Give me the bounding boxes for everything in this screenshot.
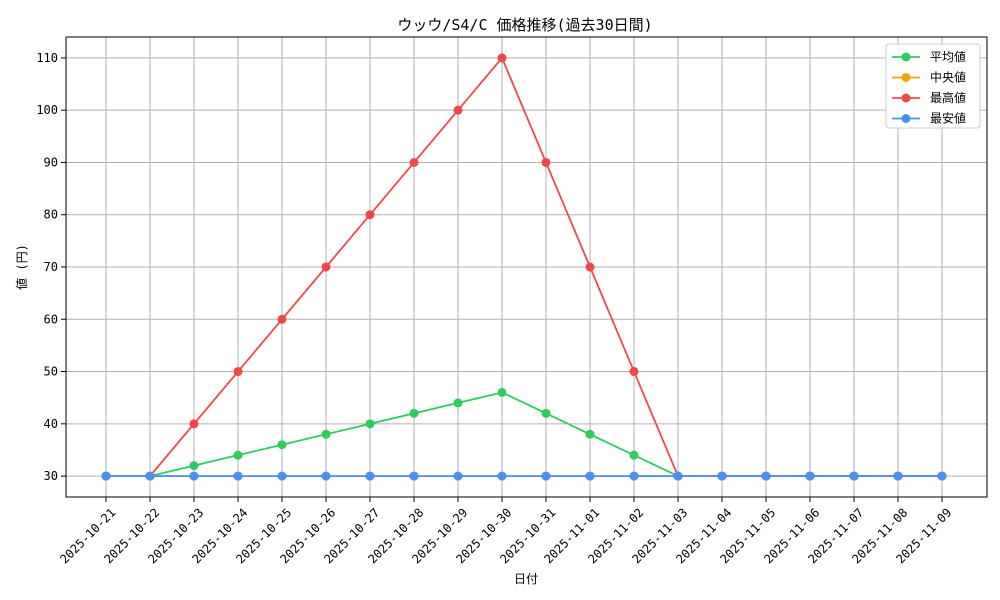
chart-title: ウッウ/S4/C 価格推移(過去30日間)	[397, 16, 652, 34]
data-point-0	[541, 408, 551, 418]
data-point-3	[937, 471, 947, 481]
data-point-3	[629, 471, 639, 481]
data-point-0	[497, 387, 507, 397]
data-point-3	[189, 471, 199, 481]
legend-swatch-marker	[901, 93, 911, 103]
data-point-0	[321, 429, 331, 439]
legend-label: 平均値	[930, 49, 966, 64]
legend-label: 最安値	[930, 111, 966, 126]
data-point-3	[321, 471, 331, 481]
data-point-2	[497, 53, 507, 63]
data-point-0	[365, 419, 375, 429]
y-tick-label: 90	[44, 155, 58, 169]
axis-layer: 2025-10-212025-10-222025-10-232025-10-24…	[36, 51, 954, 567]
data-point-3	[409, 471, 419, 481]
data-point-3	[673, 471, 683, 481]
grid-layer	[66, 37, 987, 497]
legend-label: 中央値	[930, 70, 966, 85]
data-point-2	[541, 157, 551, 167]
legend-swatch-marker	[901, 114, 911, 123]
data-point-0	[629, 450, 639, 460]
data-point-3	[497, 471, 507, 481]
data-point-3	[849, 471, 859, 481]
series-line-0	[106, 391, 942, 477]
data-point-3	[717, 471, 727, 481]
y-tick-label: 80	[44, 208, 58, 222]
data-point-2	[409, 157, 419, 167]
legend-box	[885, 43, 981, 129]
y-tick-label: 70	[44, 260, 58, 274]
data-point-3	[101, 471, 111, 481]
data-point-3	[761, 471, 771, 481]
data-point-2	[233, 367, 243, 377]
data-point-3	[893, 471, 903, 481]
data-point-2	[453, 105, 463, 115]
data-point-0	[585, 429, 595, 439]
data-point-3	[277, 471, 287, 481]
data-point-2	[321, 262, 331, 272]
data-point-0	[277, 440, 287, 450]
y-tick-label: 50	[44, 365, 58, 379]
y-tick-label: 110	[36, 51, 58, 65]
data-point-0	[189, 461, 199, 471]
data-point-3	[585, 471, 595, 481]
data-point-2	[629, 367, 639, 377]
x-axis-label: 日付	[514, 572, 538, 586]
data-point-2	[189, 419, 199, 429]
data-point-2	[365, 210, 375, 220]
data-point-3	[541, 471, 551, 481]
data-point-3	[453, 471, 463, 481]
series-layer	[101, 53, 947, 481]
y-tick-label: 100	[36, 103, 58, 117]
y-tick-label: 30	[44, 469, 58, 483]
legend-label: 最高値	[930, 90, 966, 105]
y-tick-label: 60	[44, 312, 58, 326]
data-point-3	[805, 471, 815, 481]
legend-swatch-marker	[901, 73, 911, 82]
y-tick-label: 40	[44, 417, 58, 431]
data-point-0	[453, 398, 463, 408]
data-point-0	[233, 450, 243, 460]
legend-swatch-marker	[901, 52, 911, 62]
data-point-0	[409, 408, 419, 418]
data-point-3	[233, 471, 243, 481]
data-point-3	[365, 471, 375, 481]
data-point-2	[277, 314, 287, 324]
y-axis-label: 値 (円)	[14, 244, 29, 290]
data-point-3	[145, 471, 155, 481]
data-point-2	[585, 262, 595, 272]
